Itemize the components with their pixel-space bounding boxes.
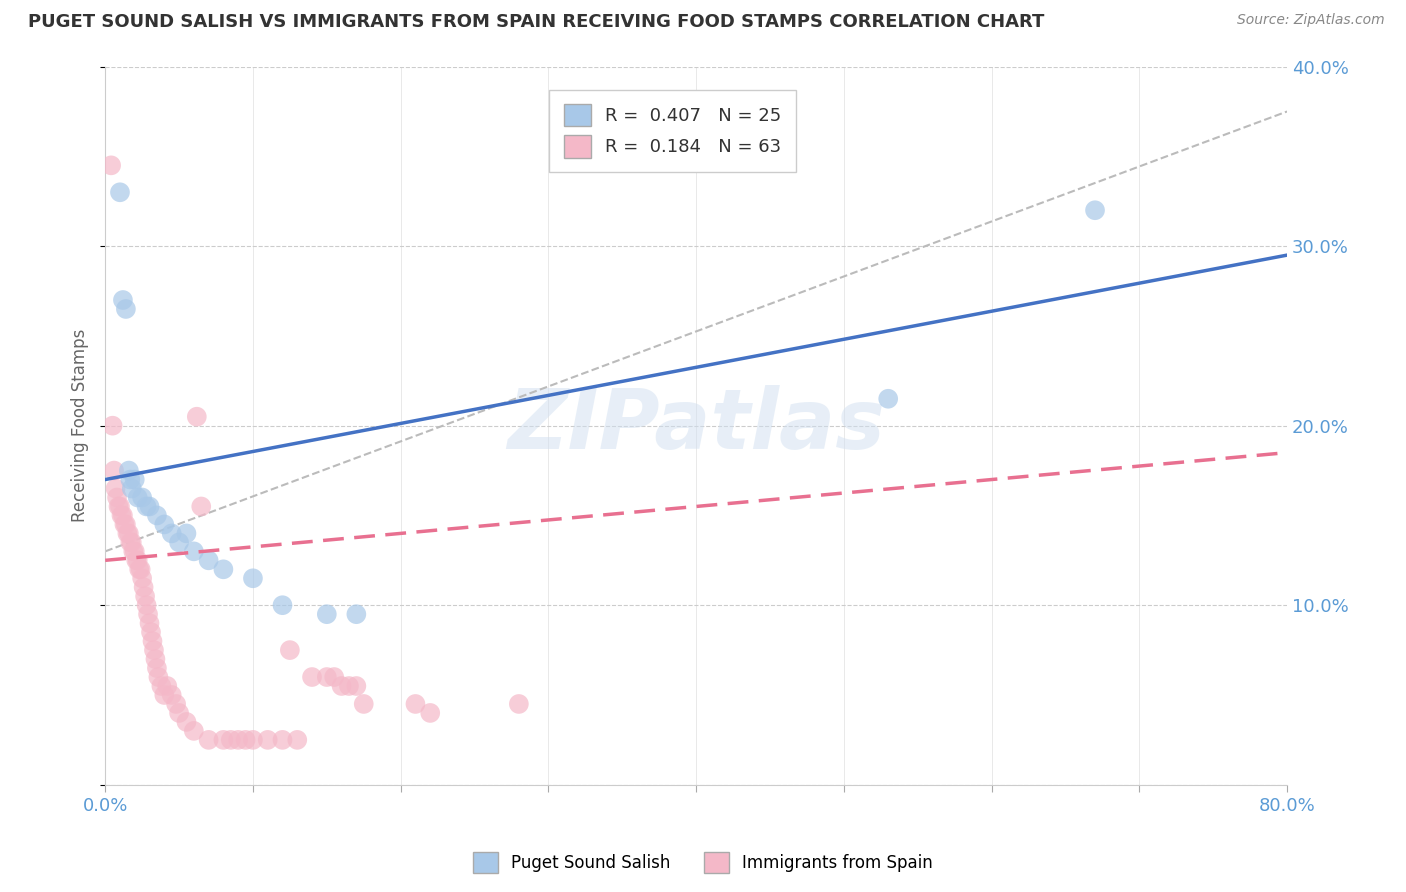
Point [143,643,166,657]
Point [138,500,160,514]
Point [127,553,149,567]
Point [121,535,143,549]
Point [256,732,278,747]
Point [167,535,190,549]
Text: Source: ZipAtlas.com: Source: ZipAtlas.com [1237,13,1385,28]
Point [146,661,169,675]
Y-axis label: Receiving Food Stamps: Receiving Food Stamps [72,329,89,523]
Point [419,706,441,720]
Point [404,697,426,711]
Point [323,670,346,684]
Point [278,643,301,657]
Point [315,670,337,684]
Point [301,670,323,684]
Point [108,186,131,200]
Point [153,688,176,702]
Point [108,500,131,514]
Point [271,598,294,612]
Point [242,571,264,585]
Point [176,714,198,729]
Point [186,409,208,424]
Point [139,625,162,640]
Point [127,491,149,505]
Point [129,562,152,576]
Point [131,571,153,585]
Point [124,473,146,487]
Point [118,464,141,478]
Point [176,526,198,541]
Point [344,607,367,622]
Point [197,553,219,567]
Point [146,508,169,523]
Point [190,500,212,514]
Point [1084,203,1107,218]
Point [344,679,367,693]
Point [121,482,143,496]
Point [135,598,157,612]
Point [104,482,127,496]
Point [131,491,153,505]
Point [128,562,150,576]
Point [160,688,183,702]
Point [353,697,375,711]
Point [197,732,219,747]
Point [337,679,360,693]
Point [167,706,190,720]
Point [183,723,205,738]
Point [111,293,134,307]
Point [124,544,146,558]
Point [115,301,138,316]
Point [271,732,294,747]
Point [212,562,235,576]
Point [145,652,167,666]
Point [118,526,141,541]
Point [100,158,122,172]
Point [132,580,155,594]
Text: ZIPatlas: ZIPatlas [508,385,886,467]
Legend: Puget Sound Salish, Immigrants from Spain: Puget Sound Salish, Immigrants from Spai… [467,846,939,880]
Point [508,697,530,711]
Legend: R =  0.407   N = 25, R =  0.184   N = 63: R = 0.407 N = 25, R = 0.184 N = 63 [550,90,796,172]
Point [153,517,176,532]
Point [160,526,183,541]
Point [103,464,125,478]
Point [242,732,264,747]
Point [183,544,205,558]
Point [134,589,156,603]
Point [122,544,145,558]
Point [226,732,249,747]
Point [120,473,142,487]
Point [877,392,900,406]
Point [235,732,257,747]
Point [115,517,138,532]
Point [285,732,308,747]
Point [120,535,142,549]
Point [150,679,173,693]
Point [138,616,160,631]
Point [330,679,353,693]
Point [165,697,187,711]
Point [212,732,235,747]
Point [112,517,135,532]
Point [141,634,163,648]
Point [135,500,157,514]
Point [117,526,139,541]
Point [110,508,132,523]
Point [219,732,242,747]
Point [156,679,179,693]
Text: PUGET SOUND SALISH VS IMMIGRANTS FROM SPAIN RECEIVING FOOD STAMPS CORRELATION CH: PUGET SOUND SALISH VS IMMIGRANTS FROM SP… [28,13,1045,31]
Point [111,508,134,523]
Point [105,491,128,505]
Point [101,418,124,433]
Point [315,607,337,622]
Point [125,553,148,567]
Point [148,670,170,684]
Point [107,500,129,514]
Point [136,607,159,622]
